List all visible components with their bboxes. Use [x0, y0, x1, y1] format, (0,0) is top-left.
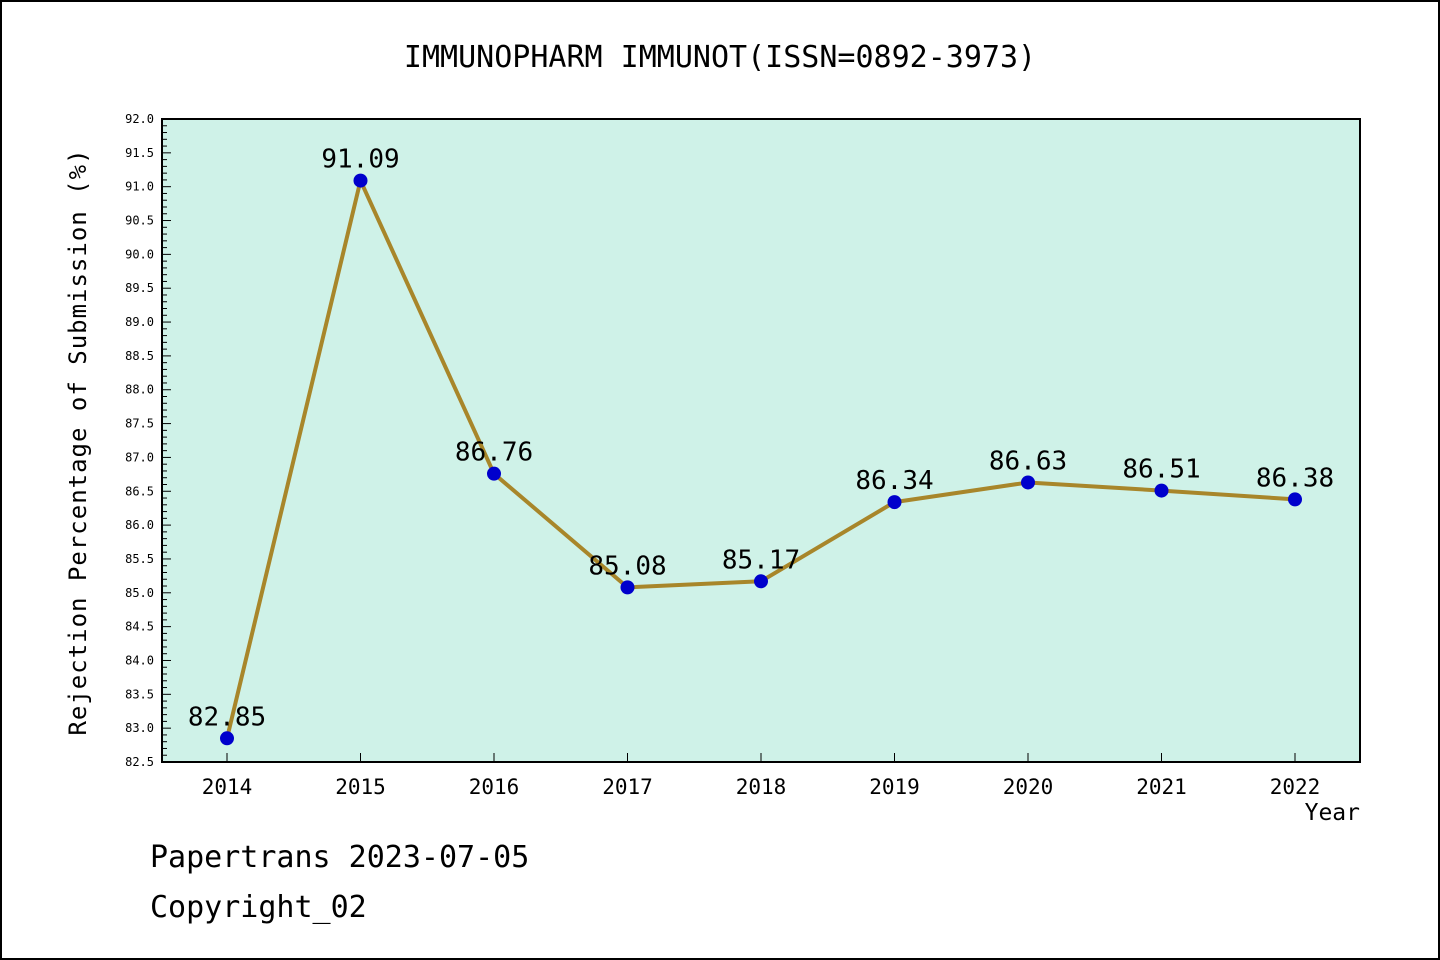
- y-tick-label: 86.0: [125, 518, 154, 532]
- y-tick-label: 89.0: [125, 315, 154, 329]
- y-tick-label: 92.0: [125, 112, 154, 126]
- x-tick-label: 2022: [1270, 775, 1321, 799]
- y-tick-label: 83.5: [125, 687, 154, 701]
- data-point-label: 86.63: [989, 446, 1067, 476]
- x-tick-label: 2018: [736, 775, 787, 799]
- data-point-marker: [620, 580, 635, 595]
- y-tick-label: 83.0: [125, 721, 154, 735]
- watermark-papertrans: Papertrans 2023-07-05: [150, 840, 530, 875]
- y-tick-label: 88.0: [125, 383, 154, 397]
- chart-title: IMMUNOPHARM IMMUNOT(ISSN=0892-3973): [403, 40, 1037, 75]
- data-point-label: 82.85: [188, 702, 266, 732]
- data-point-label: 86.38: [1256, 463, 1334, 493]
- data-point-marker: [1288, 492, 1302, 507]
- data-point-marker: [487, 466, 501, 481]
- plot-area: [161, 118, 1361, 763]
- y-tick-label: 89.5: [125, 281, 154, 295]
- y-tick-label: 90.5: [125, 214, 154, 228]
- y-tick-label: 91.5: [125, 146, 154, 160]
- data-point-label: 86.51: [1122, 455, 1200, 485]
- y-tick-label: 88.5: [125, 349, 154, 363]
- data-point-marker: [353, 173, 368, 188]
- y-tick-label: 90.0: [125, 247, 154, 261]
- data-point-label: 86.34: [855, 466, 933, 496]
- data-point-marker: [887, 495, 902, 510]
- y-tick-label: 82.5: [125, 755, 154, 769]
- x-tick-label: 2015: [335, 775, 386, 799]
- data-point-label: 85.08: [588, 551, 666, 581]
- y-tick-label: 87.0: [125, 450, 154, 464]
- data-point-label: 91.09: [321, 145, 399, 175]
- y-tick-label: 87.5: [125, 417, 154, 431]
- data-point-label: 85.17: [722, 545, 800, 575]
- x-tick-label: 2014: [202, 775, 253, 799]
- x-tick-label: 2016: [469, 775, 520, 799]
- data-point-marker: [220, 731, 234, 746]
- data-point-marker: [1154, 483, 1169, 498]
- data-point-label: 86.76: [455, 438, 533, 468]
- data-point-marker: [754, 574, 768, 589]
- x-tick-label: 2020: [1003, 775, 1054, 799]
- x-axis-title: Year: [1304, 800, 1360, 826]
- x-tick-label: 2021: [1136, 775, 1187, 799]
- y-tick-label: 84.5: [125, 620, 154, 634]
- x-tick-label: 2019: [869, 775, 920, 799]
- y-tick-label: 91.0: [125, 180, 154, 194]
- y-tick-label: 85.5: [125, 552, 154, 566]
- watermark-copyright: Copyright_02: [150, 890, 367, 925]
- x-tick-label: 2017: [602, 775, 653, 799]
- data-point-marker: [1021, 475, 1035, 490]
- y-tick-label: 84.0: [125, 653, 154, 667]
- y-tick-label: 86.5: [125, 484, 154, 498]
- y-tick-label: 85.0: [125, 586, 154, 600]
